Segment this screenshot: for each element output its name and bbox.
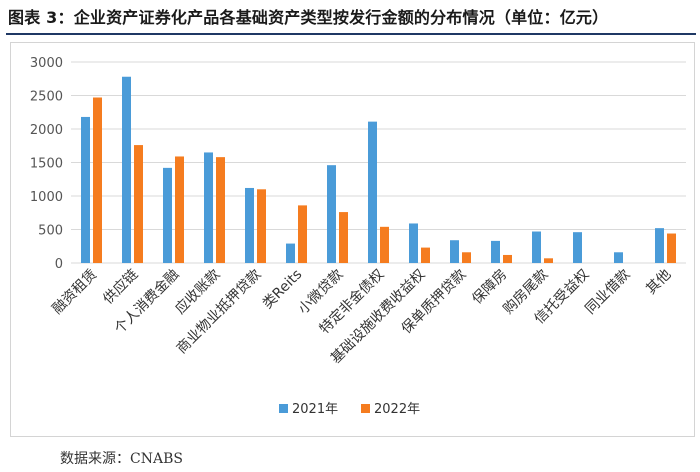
bar-2022 bbox=[175, 156, 184, 263]
x-tick-label: 融资租赁 bbox=[49, 267, 100, 318]
x-tick-label: 同业借款 bbox=[582, 267, 633, 318]
bar-2022 bbox=[421, 247, 430, 263]
bar-2021 bbox=[245, 187, 254, 263]
y-tick-label: 1500 bbox=[30, 157, 63, 172]
figure-title: 图表 3：企业资产证券化产品各基础资产类型按发行金额的分布情况（单位：亿元） bbox=[8, 8, 609, 27]
bar-2022 bbox=[93, 97, 102, 263]
y-tick-label: 2000 bbox=[30, 123, 63, 138]
bar-2021 bbox=[286, 243, 295, 263]
legend-label-2021: 2021年 bbox=[292, 402, 338, 417]
bar-2022 bbox=[257, 189, 266, 263]
x-tick-label: 其他 bbox=[643, 267, 674, 298]
bar-2021 bbox=[204, 152, 213, 263]
title-rule bbox=[6, 33, 696, 35]
bar-2022 bbox=[503, 254, 512, 263]
y-tick-label: 1000 bbox=[30, 190, 63, 205]
bar-2021 bbox=[450, 240, 459, 263]
legend-label-2022: 2022年 bbox=[374, 402, 420, 417]
bar-2021 bbox=[122, 76, 131, 263]
bar-2021 bbox=[655, 228, 664, 263]
chart-frame: 0 500 1000 1500 2000 2500 3000 融资租赁 供应链 个人消费金融 应收账… bbox=[10, 42, 695, 437]
bar-2022 bbox=[462, 252, 471, 263]
y-tick-label: 2500 bbox=[30, 90, 63, 105]
bar-2022 bbox=[544, 258, 553, 263]
source-note: 数据来源：CNABS bbox=[60, 451, 183, 467]
bar-2021 bbox=[81, 116, 90, 263]
bar-2021 bbox=[614, 252, 623, 263]
y-tick-label: 0 bbox=[55, 257, 63, 272]
bar-2021 bbox=[163, 167, 172, 263]
bar-2021 bbox=[327, 165, 336, 263]
bar-2021 bbox=[368, 121, 377, 263]
bar-2022 bbox=[339, 212, 348, 263]
y-tick-label: 3000 bbox=[30, 56, 63, 71]
bar-2021 bbox=[532, 231, 541, 263]
bar-2022 bbox=[216, 157, 225, 263]
y-tick-label: 500 bbox=[38, 224, 63, 239]
bar-2022 bbox=[667, 233, 676, 263]
bar-2021 bbox=[573, 232, 582, 263]
bar-2021 bbox=[491, 240, 500, 263]
bar-2022 bbox=[134, 145, 143, 263]
bar-2022 bbox=[380, 226, 389, 263]
bar-2022 bbox=[298, 205, 307, 263]
legend-swatch-2022 bbox=[361, 404, 370, 413]
bar-2021 bbox=[409, 223, 418, 263]
legend-swatch-2021 bbox=[279, 404, 288, 413]
